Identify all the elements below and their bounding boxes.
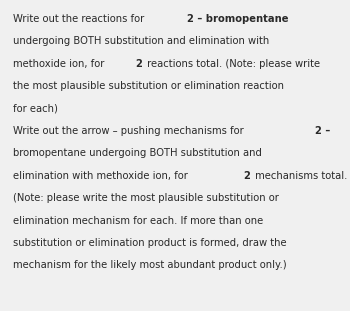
- Text: undergoing BOTH substitution and elimination with: undergoing BOTH substitution and elimina…: [13, 36, 270, 46]
- Text: Write out the reactions for: Write out the reactions for: [13, 14, 148, 24]
- Text: methoxide ion, for: methoxide ion, for: [13, 59, 108, 69]
- Text: 2 –: 2 –: [315, 126, 330, 136]
- Text: reactions total. (Note: please write: reactions total. (Note: please write: [144, 59, 320, 69]
- Text: bromopentane undergoing BOTH substitution and: bromopentane undergoing BOTH substitutio…: [13, 148, 262, 158]
- Text: elimination mechanism for each. If more than one: elimination mechanism for each. If more …: [13, 216, 264, 225]
- Text: substitution or elimination product is formed, draw the: substitution or elimination product is f…: [13, 238, 287, 248]
- Text: mechanisms total.: mechanisms total.: [252, 171, 347, 181]
- Text: elimination with methoxide ion, for: elimination with methoxide ion, for: [13, 171, 191, 181]
- Text: (Note: please write the most plausible substitution or: (Note: please write the most plausible s…: [13, 193, 279, 203]
- Text: for each): for each): [13, 104, 58, 114]
- Text: the most plausible substitution or elimination reaction: the most plausible substitution or elimi…: [13, 81, 284, 91]
- Text: 2 – bromopentane: 2 – bromopentane: [187, 14, 288, 24]
- Text: Write out the arrow – pushing mechanisms for: Write out the arrow – pushing mechanisms…: [13, 126, 247, 136]
- Text: 2: 2: [243, 171, 250, 181]
- Text: 2: 2: [135, 59, 142, 69]
- Text: mechanism for the likely most abundant product only.): mechanism for the likely most abundant p…: [13, 260, 287, 270]
